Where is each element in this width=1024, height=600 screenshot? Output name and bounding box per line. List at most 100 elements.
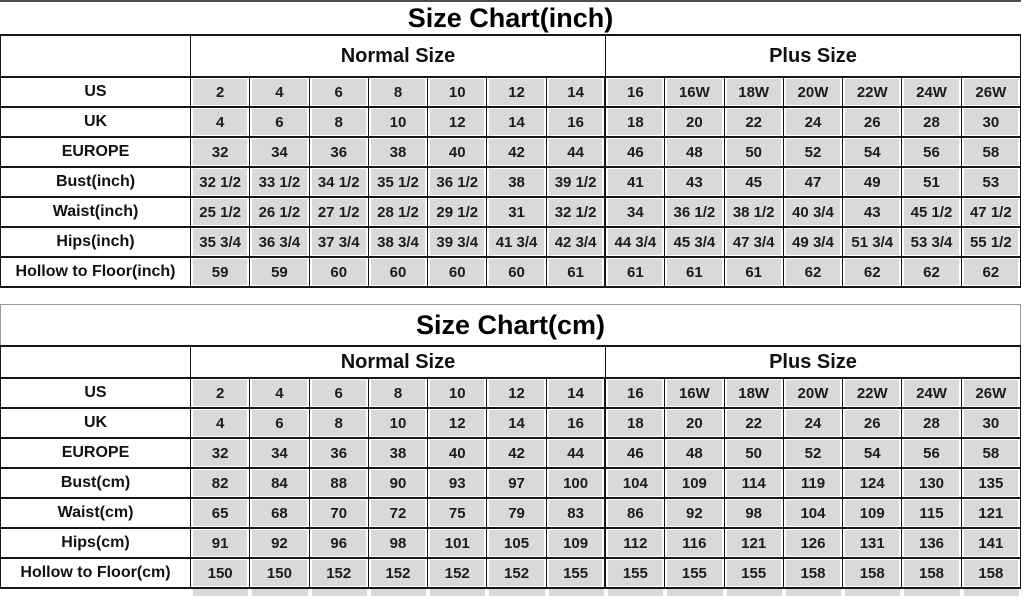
row-label: Bust(cm) <box>0 467 191 499</box>
size-cell: 150 <box>249 557 310 589</box>
table-row: Bust(inch) 32 1/2 33 1/2 34 1/2 35 1/2 36 1/2… <box>0 166 1022 198</box>
size-cell: 51 <box>901 166 962 198</box>
size-cell: 41 3/4 <box>486 226 547 258</box>
plus-size-header: Plus Size <box>604 34 1022 78</box>
size-cell: 59 <box>249 256 310 288</box>
size-cell: 14 <box>486 407 547 439</box>
size-cell: 2 <box>189 377 251 409</box>
size-cell: 158 <box>960 557 1022 589</box>
size-cell: 49 3/4 <box>782 226 844 258</box>
table-row: Hollow to Floor(cm) 150 150 152 152 152 152 155… <box>0 557 1022 589</box>
size-cell: 34 1/2 <box>308 166 369 198</box>
size-cell: 36 3/4 <box>249 226 310 258</box>
size-cell: 44 <box>545 136 607 168</box>
size-cell: 155 <box>723 557 784 589</box>
size-cell: 61 <box>664 256 725 288</box>
group-header-row: Normal Size Plus Size <box>0 345 1022 379</box>
table-body-cm: US 2 4 6 8 10 12 14 16 16W 18W 20W 22W 24W 26W UK 4 6 8 10 1… <box>0 377 1022 589</box>
size-cell: 44 <box>545 437 607 469</box>
size-cell: 32 <box>189 437 251 469</box>
table-row: EUROPE 32 34 36 38 40 42 44 46 48 50 52 54 56 58 <box>0 437 1022 469</box>
size-cell: 100 <box>545 467 607 499</box>
size-cell: 52 <box>782 437 844 469</box>
size-cell: 60 <box>486 256 547 288</box>
size-cell: 8 <box>367 76 429 108</box>
size-cell: 42 <box>486 437 547 469</box>
size-cell: 40 3/4 <box>782 196 844 228</box>
cutoff-cell <box>252 589 308 596</box>
table-row: US 2 4 6 8 10 12 14 16 16W 18W 20W 22W 24W 26W <box>0 76 1022 108</box>
size-cell: 155 <box>604 557 666 589</box>
size-cell: 6 <box>249 106 310 138</box>
size-cell: 40 <box>427 136 488 168</box>
size-cell: 131 <box>842 527 903 559</box>
size-cell: 34 <box>249 437 310 469</box>
size-cell: 92 <box>664 497 725 529</box>
size-cell: 43 <box>664 166 725 198</box>
size-cell: 56 <box>901 437 962 469</box>
size-cell: 36 <box>308 437 369 469</box>
size-cell: 12 <box>486 377 547 409</box>
size-cell: 61 <box>545 256 607 288</box>
size-cell: 114 <box>723 467 784 499</box>
size-cell: 54 <box>842 136 903 168</box>
size-cell: 4 <box>249 76 310 108</box>
row-label: Hips(cm) <box>0 527 191 559</box>
size-cell: 12 <box>486 76 547 108</box>
size-cell: 65 <box>189 497 251 529</box>
size-cell: 47 <box>782 166 844 198</box>
cutoff-cell <box>193 589 249 596</box>
row-label: Waist(cm) <box>0 497 191 529</box>
size-cell: 22W <box>842 76 903 108</box>
size-cell: 12 <box>427 106 488 138</box>
size-cell: 52 <box>782 136 844 168</box>
size-cell: 30 <box>960 407 1022 439</box>
size-cell: 91 <box>189 527 251 559</box>
size-cell: 26 <box>842 106 903 138</box>
size-cell: 35 3/4 <box>189 226 251 258</box>
size-cell: 61 <box>604 256 666 288</box>
cutoff-cell <box>726 589 782 596</box>
size-cell: 6 <box>249 407 310 439</box>
size-cell: 39 1/2 <box>545 166 607 198</box>
row-label: UK <box>0 407 191 439</box>
size-cell: 62 <box>842 256 903 288</box>
size-cell: 20W <box>782 377 844 409</box>
size-cell: 53 3/4 <box>901 226 962 258</box>
size-cell: 14 <box>545 377 607 409</box>
size-cell: 46 <box>604 136 666 168</box>
size-cell: 32 1/2 <box>545 196 607 228</box>
cutoff-cell <box>963 589 1019 596</box>
normal-size-header: Normal Size <box>190 34 606 78</box>
size-cell: 158 <box>901 557 962 589</box>
cutoff-cell <box>845 589 901 596</box>
size-cell: 90 <box>367 467 429 499</box>
size-cell: 70 <box>308 497 369 529</box>
size-cell: 38 <box>367 437 429 469</box>
size-chart-inch-title: Size Chart(inch) <box>407 2 614 33</box>
size-cell: 4 <box>189 106 251 138</box>
size-cell: 4 <box>189 407 251 439</box>
size-cell: 50 <box>723 136 784 168</box>
size-cell: 141 <box>960 527 1022 559</box>
size-cell: 38 <box>367 136 429 168</box>
size-cell: 36 1/2 <box>427 166 488 198</box>
size-cell: 38 <box>486 166 547 198</box>
cutoff-row <box>0 589 1021 596</box>
cutoff-cell <box>311 589 367 596</box>
size-cell: 104 <box>604 467 666 499</box>
size-cell: 20 <box>664 106 725 138</box>
size-cell: 53 <box>960 166 1022 198</box>
size-cell: 60 <box>427 256 488 288</box>
size-cell: 35 1/2 <box>367 166 429 198</box>
cutoff-cell <box>607 589 664 596</box>
size-cell: 20 <box>664 407 725 439</box>
size-cell: 18 <box>604 106 666 138</box>
size-cell: 30 <box>960 106 1022 138</box>
row-label: Hips(inch) <box>0 226 191 258</box>
size-cell: 126 <box>782 527 844 559</box>
cutoff-cell <box>370 589 427 596</box>
size-cell: 82 <box>189 467 251 499</box>
size-cell: 16W <box>664 377 725 409</box>
size-cell: 68 <box>249 497 310 529</box>
